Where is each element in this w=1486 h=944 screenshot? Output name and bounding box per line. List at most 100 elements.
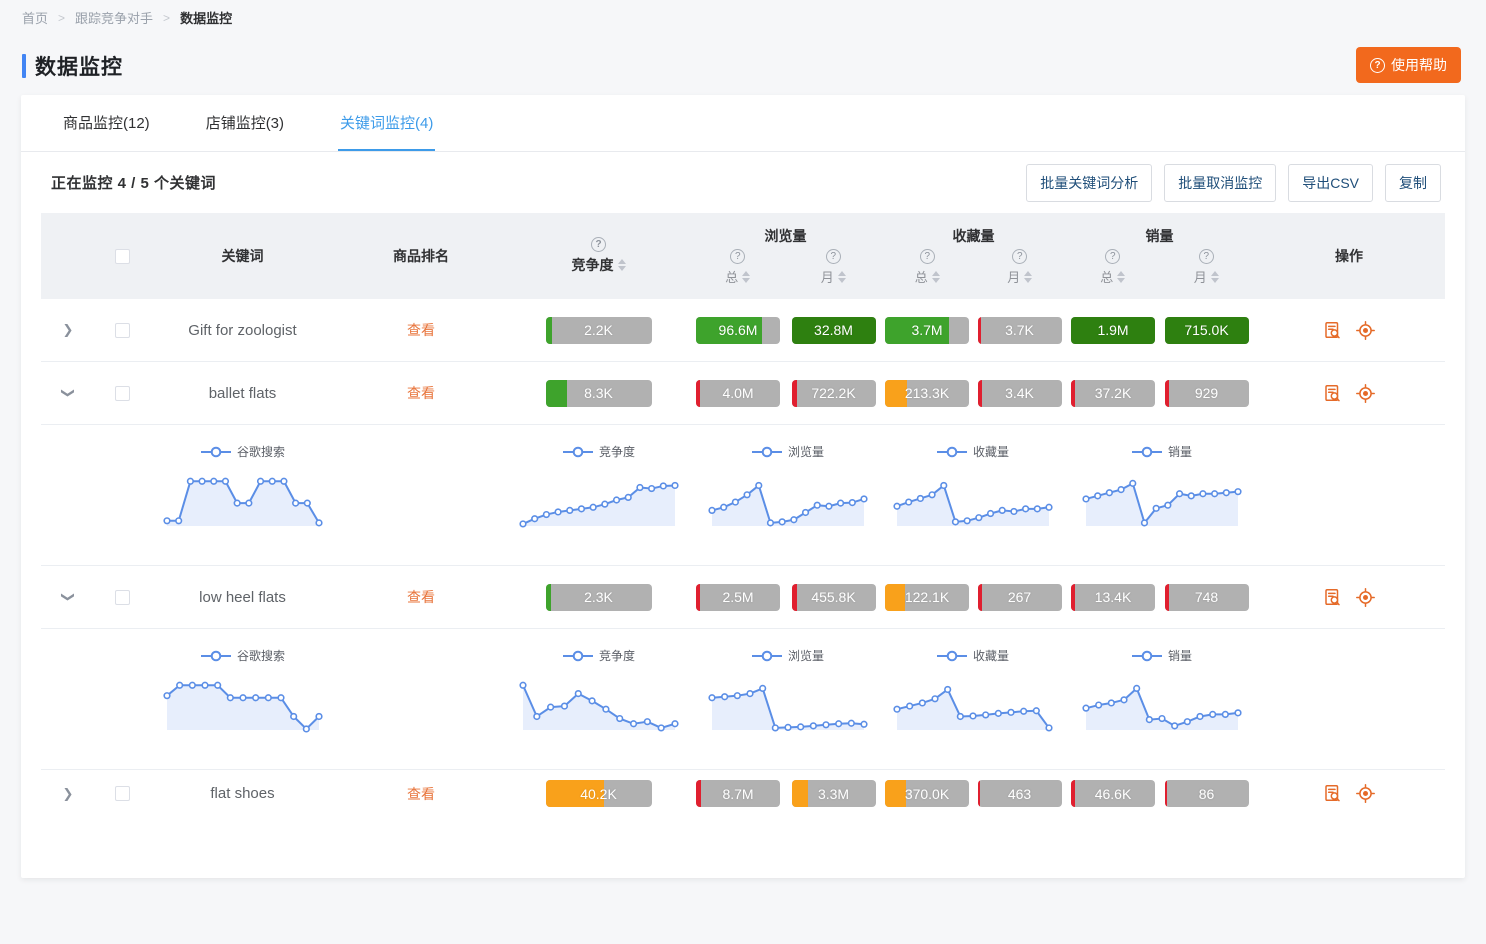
keyword-analysis-icon[interactable] xyxy=(1323,784,1342,803)
bulk-cancel-monitor-button[interactable]: 批量取消监控 xyxy=(1164,163,1277,202)
monitor-target-icon[interactable] xyxy=(1356,784,1375,803)
chart-legend: 竞争度 xyxy=(562,647,635,664)
sort-icon[interactable] xyxy=(617,259,626,271)
table-row: ❯ low heel flats 查看 2.3K 2.5M 455.8K 122.1K 267… xyxy=(41,566,1445,629)
view-rank-link[interactable]: 查看 xyxy=(407,322,435,338)
question-icon: ? xyxy=(1370,57,1385,73)
badge-fill xyxy=(885,780,906,807)
badge-value: 46.6K xyxy=(1094,785,1132,802)
view-rank-link[interactable]: 查看 xyxy=(407,385,435,401)
copy-button[interactable]: 复制 xyxy=(1385,163,1441,202)
badge-value: 715.0K xyxy=(1184,322,1229,338)
chart-block: 竞争度 xyxy=(519,443,679,536)
badge-cell: 32.8M xyxy=(786,316,881,344)
tab-product-monitor[interactable]: 商品监控(12) xyxy=(63,115,150,132)
breadcrumb: 首页 > 跟踪竞争对手 > 数据监控 xyxy=(0,0,1486,27)
badge-value: 213.3K xyxy=(904,385,950,401)
tab-bar: 商品监控(12) 店铺监控(3) 关键词监控(4) xyxy=(21,95,1465,152)
metric-badge: 2.2K xyxy=(545,316,652,344)
view-rank-link[interactable]: 查看 xyxy=(407,589,435,605)
badge-fill xyxy=(545,316,552,344)
chevron-right-icon[interactable]: ❯ xyxy=(62,785,74,801)
row-checkbox[interactable] xyxy=(115,322,130,338)
chart-block: 销量 xyxy=(1082,443,1242,536)
badge-cell: 86 xyxy=(1160,780,1253,807)
checkbox-cell xyxy=(95,322,150,338)
sort-icon[interactable] xyxy=(1117,270,1126,283)
badge-fill xyxy=(791,780,809,807)
question-icon[interactable]: ? xyxy=(1012,249,1028,264)
badge-value: 8.3K xyxy=(584,385,613,401)
view-rank-link[interactable]: 查看 xyxy=(407,785,435,802)
header-checkbox-cell xyxy=(95,248,150,264)
badge-value: 3.7K xyxy=(1005,322,1034,338)
chart-legend-label: 浏览量 xyxy=(787,649,824,663)
monitor-target-icon[interactable] xyxy=(1356,587,1375,607)
breadcrumb-current: 数据监控 xyxy=(180,11,233,26)
metric-badge: 96.6M xyxy=(696,316,780,344)
checkbox-cell xyxy=(95,385,150,401)
badge-cell: 370.0K xyxy=(881,780,973,807)
sort-icon[interactable] xyxy=(742,270,751,283)
header-favorites-total: ? 总 xyxy=(881,249,974,286)
badge-cell: 455.8K xyxy=(786,583,881,611)
chevron-down-icon[interactable]: ❯ xyxy=(61,591,76,603)
metric-badge: 3.7M xyxy=(885,316,969,344)
chevron-down-icon[interactable]: ❯ xyxy=(61,387,76,399)
bulk-keyword-analysis-button[interactable]: 批量关键词分析 xyxy=(1026,163,1153,202)
badge-fill xyxy=(885,583,906,611)
keyword-analysis-icon[interactable] xyxy=(1323,588,1342,607)
badge-cell: 2.3K xyxy=(507,583,690,611)
keyword-analysis-icon[interactable] xyxy=(1323,384,1342,403)
sort-icon[interactable] xyxy=(837,270,846,283)
table-header: 关键词 商品排名 ? 竞争度 浏览量 ? 总 ? 月 xyxy=(41,213,1445,299)
chart-legend-label: 收藏量 xyxy=(972,445,1009,459)
chart-legend-label: 竞争度 xyxy=(598,445,635,459)
badge-value: 37.2K xyxy=(1094,385,1132,401)
tab-keyword-monitor[interactable]: 关键词监控(4) xyxy=(338,112,436,151)
badge-fill xyxy=(1164,379,1169,407)
metric-badge: 46.6K xyxy=(1071,780,1155,807)
row-checkbox[interactable] xyxy=(115,786,130,801)
metric-badge: 122.1K xyxy=(885,583,969,611)
question-icon[interactable]: ? xyxy=(919,249,935,264)
export-csv-button[interactable]: 导出CSV xyxy=(1288,163,1373,202)
question-icon[interactable]: ? xyxy=(591,237,606,252)
metric-badge: 2.5M xyxy=(696,583,780,611)
tab-shop-monitor[interactable]: 店铺监控(3) xyxy=(205,115,285,132)
metric-badge: 3.7K xyxy=(977,316,1062,344)
select-all-checkbox[interactable] xyxy=(115,248,130,264)
badge-cell: 13.4K xyxy=(1066,583,1160,611)
keyword-label: Gift for zoologist xyxy=(188,321,297,339)
badge-fill xyxy=(885,316,949,344)
breadcrumb-home[interactable]: 首页 xyxy=(22,11,49,26)
badge-value: 1.9M xyxy=(1097,322,1129,338)
expand-cell: ❯ xyxy=(41,786,95,802)
question-icon[interactable]: ? xyxy=(1105,249,1121,264)
row-checkbox[interactable] xyxy=(115,589,130,605)
chart-legend-label: 竞争度 xyxy=(598,649,635,663)
sort-icon[interactable] xyxy=(1210,270,1219,283)
header-keyword: 关键词 xyxy=(221,248,264,264)
chevron-right-icon[interactable]: ❯ xyxy=(62,322,74,337)
monitor-target-icon[interactable] xyxy=(1356,320,1375,340)
keyword-analysis-icon[interactable] xyxy=(1323,321,1342,340)
row-checkbox[interactable] xyxy=(115,385,130,401)
question-icon[interactable]: ? xyxy=(825,249,841,264)
badge-cell: 929 xyxy=(1160,379,1253,407)
legend-marker-icon xyxy=(751,650,782,661)
sort-icon[interactable] xyxy=(1024,270,1033,283)
metric-badge: 370.0K xyxy=(885,780,969,807)
sort-icon[interactable] xyxy=(931,270,940,283)
question-icon[interactable]: ? xyxy=(730,249,746,264)
metric-badge: 37.2K xyxy=(1071,379,1155,407)
help-button[interactable]: ? 使用帮助 xyxy=(1356,47,1461,83)
breadcrumb-track-competitors[interactable]: 跟踪竞争对手 xyxy=(75,11,154,26)
metric-badge: 267 xyxy=(977,583,1062,611)
monitor-target-icon[interactable] xyxy=(1356,383,1375,403)
header-sales-group: 销量 ? 总 ? 月 xyxy=(1066,226,1253,286)
badge-value: 370.0K xyxy=(904,785,950,802)
question-icon[interactable]: ? xyxy=(1198,249,1214,264)
toolbar-buttons: 批量关键词分析 批量取消监控 导出CSV 复制 xyxy=(1026,163,1441,202)
sparkline-chart xyxy=(1082,684,1242,730)
